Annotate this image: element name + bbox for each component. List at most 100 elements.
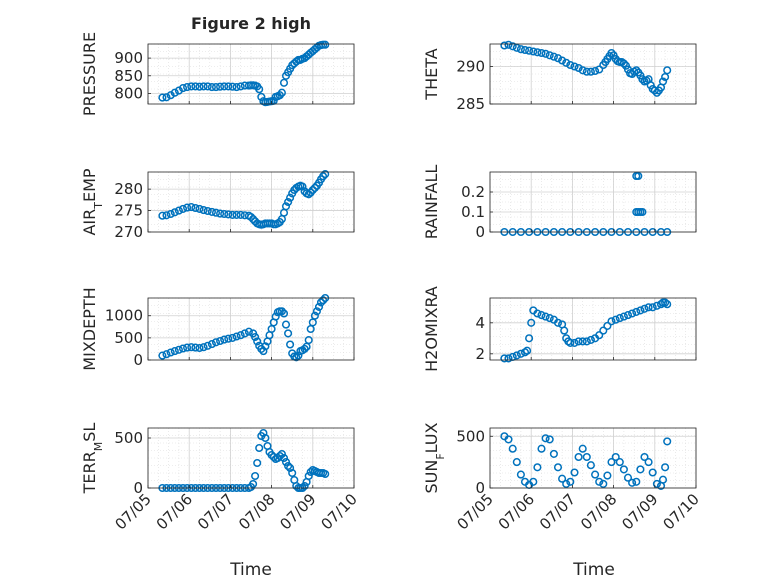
data-point [500,41,509,50]
y-tick-label: 850 [114,67,143,85]
y-tick-label: 500 [456,427,485,445]
data-point [553,463,563,472]
data-point [257,92,266,101]
data-point [166,209,175,219]
data-point [574,452,583,462]
data-point [500,354,509,363]
subplot-sun-flux: 050007/0507/0607/0707/0807/0907/10SUNFLU… [422,422,703,533]
y-tick-label: 800 [114,84,143,102]
data-point [224,210,233,219]
data-point [661,463,670,472]
y-tick-label: 500 [114,429,143,447]
data-point [271,312,280,321]
data-point [178,204,188,213]
data-point [162,211,171,220]
data-point [549,52,558,61]
data-point [640,304,649,313]
data-point [558,56,567,65]
data-point [516,349,525,358]
axes-box [147,43,355,105]
y-tick-label: 0 [133,351,143,369]
data-point [619,59,628,68]
data-point [591,470,600,479]
data-series [158,170,330,229]
data-point [162,350,171,359]
data-point [236,210,245,219]
data-point [652,88,661,97]
data-point [170,88,179,97]
y-axis-label: AIRTEMP [80,168,105,235]
data-point [312,307,321,316]
data-point [304,190,313,199]
data-point [224,82,233,91]
data-point [566,338,575,347]
data-point [207,207,216,216]
data-point [246,212,256,222]
data-point [207,83,216,92]
data-point [199,343,208,352]
data-point [541,49,550,58]
data-point [224,334,233,343]
data-point [183,343,192,352]
data-series [500,432,672,490]
data-point [607,458,616,467]
data-point [288,468,297,478]
axes-box [147,297,355,361]
axes-box [147,427,355,489]
data-point [253,337,262,346]
data-point [216,336,225,346]
data-point [663,66,672,75]
data-point [553,54,563,63]
data-point [220,209,229,219]
data-point [255,443,264,453]
data-point [284,197,293,207]
data-point [195,204,204,213]
y-axis-label: H2OMIXRA [422,286,441,372]
axes-box [489,43,697,105]
data-point [158,351,167,360]
y-tick-label: 1000 [105,307,143,325]
data-point [570,338,579,347]
data-point [632,307,641,316]
data-point [277,88,286,97]
data-point [595,331,604,340]
subplot-rainfall: 0 0.1 0.2 RAINFALL [422,165,697,241]
data-point [623,311,633,320]
figure-title: Figure 2 high [191,14,311,33]
data-point [275,451,284,461]
data-point [566,477,575,486]
data-series [158,293,330,362]
data-point [504,40,513,49]
data-point [603,321,612,330]
data-point [574,337,583,346]
data-point [216,82,225,91]
data-point [533,48,542,57]
x-tick-label: 07/10 [660,490,703,533]
data-point [244,327,253,336]
data-series [500,298,672,363]
data-point [298,182,307,191]
data-point [533,309,542,318]
data-point [611,452,620,462]
x-tick-label: 07/09 [276,490,319,533]
data-point [228,82,237,91]
data-point [207,340,216,349]
data-point [599,479,608,488]
y-axis-label: THETA [422,48,441,100]
data-point [562,58,571,67]
data-point [316,298,326,307]
data-point [304,471,313,481]
subplot-terr-msl: 050007/0507/0607/0707/0807/0907/10TERRMS… [80,423,361,534]
data-point [558,474,567,483]
data-point [170,208,179,217]
data-point [586,461,595,470]
data-point [570,468,579,477]
data-point [232,210,241,219]
data-point [508,42,517,51]
data-point [199,82,208,91]
y-tick-label: 900 [114,49,143,67]
data-point [504,435,513,444]
data-point [586,335,595,344]
data-point [191,82,200,91]
data-point [537,311,546,320]
